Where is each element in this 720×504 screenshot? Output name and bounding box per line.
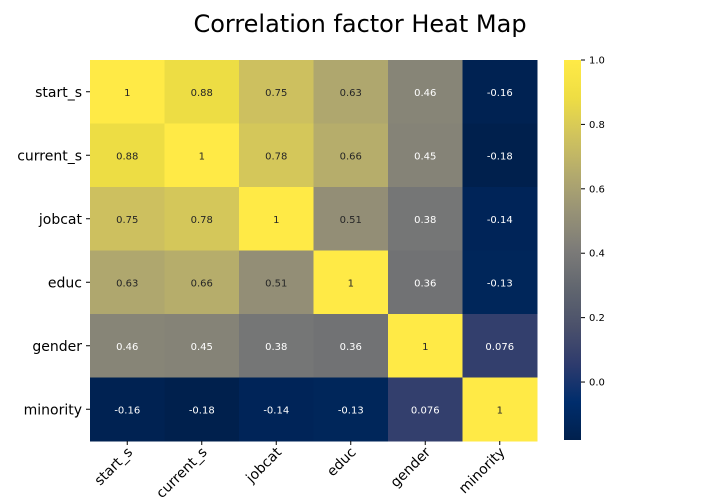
heatmap-cell bbox=[164, 60, 240, 124]
heatmap-cell bbox=[313, 123, 389, 188]
heatmap-cell bbox=[239, 187, 314, 251]
cell-value-label: 0.36 bbox=[414, 278, 436, 289]
x-tick-label: gender bbox=[388, 444, 435, 491]
cell-value-label: 0.38 bbox=[414, 215, 436, 226]
cell-value-label: 1 bbox=[124, 88, 130, 99]
cell-value-label: -0.14 bbox=[263, 405, 289, 416]
heatmap-cell bbox=[90, 60, 165, 124]
heatmap-cell bbox=[388, 187, 463, 251]
heatmap-cell bbox=[313, 377, 389, 442]
heatmap-cell bbox=[462, 60, 538, 124]
cell-value-label: 0.51 bbox=[340, 215, 362, 226]
heatmap-cell bbox=[462, 123, 538, 188]
heatmap-cell bbox=[239, 123, 314, 188]
colorbar-tick-label: 0.2 bbox=[589, 313, 605, 324]
heatmap-cell bbox=[164, 250, 240, 315]
cell-value-label: 0.75 bbox=[265, 88, 287, 99]
cell-value-label: 0.076 bbox=[485, 342, 514, 353]
heatmap-cell bbox=[388, 250, 463, 315]
heatmap-cell bbox=[164, 187, 240, 251]
cell-value-label: -0.16 bbox=[114, 405, 140, 416]
cell-value-label: 0.36 bbox=[340, 342, 362, 353]
heatmap-cell bbox=[239, 314, 314, 378]
heatmap-cell bbox=[462, 250, 538, 315]
cell-value-label: 1 bbox=[348, 278, 354, 289]
cell-value-label: 1 bbox=[199, 151, 205, 162]
y-tick-label: jobcat bbox=[38, 212, 83, 228]
heatmap-cell bbox=[313, 60, 389, 124]
y-tick-label: current_s bbox=[17, 148, 82, 164]
cell-value-label: 1 bbox=[273, 215, 279, 226]
heatmap-cell bbox=[313, 250, 389, 315]
heatmap-cell bbox=[90, 314, 165, 378]
y-tick-label: educ bbox=[48, 275, 82, 291]
heatmap-cell bbox=[239, 250, 314, 315]
cell-value-label: 0.45 bbox=[414, 151, 436, 162]
heatmap-cell bbox=[313, 187, 389, 251]
chart-title: Correlation factor Heat Map bbox=[193, 10, 526, 38]
cell-value-label: 0.66 bbox=[340, 151, 362, 162]
x-tick-label: educ bbox=[324, 445, 359, 480]
cell-value-label: 0.78 bbox=[265, 151, 287, 162]
colorbar-tick-label: 0.6 bbox=[589, 184, 605, 195]
x-tick-label: jobcat bbox=[243, 444, 286, 487]
heatmap-cells: 1 0.88 0.75 0.63 0.46 -0.16 0.88 1 0.78 0.66 0.45 -… bbox=[90, 60, 538, 442]
cell-value-label: -0.13 bbox=[487, 278, 513, 289]
x-tick-label: current_s bbox=[153, 445, 210, 502]
cell-value-label: 1 bbox=[497, 405, 503, 416]
cell-value-label: 0.51 bbox=[265, 278, 287, 289]
cell-value-label: 0.38 bbox=[265, 342, 287, 353]
x-tick-label: minority bbox=[456, 445, 509, 498]
heatmap-cell bbox=[239, 60, 314, 124]
heatmap-cell bbox=[388, 123, 463, 188]
colorbar-tick-label: 1.0 bbox=[589, 56, 605, 67]
colorbar-tick-label: 0.4 bbox=[589, 249, 605, 260]
cell-value-label: 0.66 bbox=[191, 278, 213, 289]
y-tick-label: start_s bbox=[35, 85, 82, 101]
cell-value-label: -0.14 bbox=[487, 215, 513, 226]
colorbar-gradient bbox=[564, 60, 581, 440]
heatmap-cell bbox=[462, 314, 538, 378]
heatmap-cell bbox=[90, 377, 165, 442]
heatmap-cell bbox=[462, 377, 538, 442]
heatmap-cell bbox=[164, 377, 240, 442]
cell-value-label: 0.88 bbox=[116, 151, 138, 162]
cell-value-label: 0.63 bbox=[340, 88, 362, 99]
cell-value-label: 0.45 bbox=[191, 342, 213, 353]
heatmap-cell bbox=[239, 377, 314, 442]
cell-value-label: 0.88 bbox=[191, 88, 213, 99]
x-tick-labels: start_s current_s jobcat educ gender minority bbox=[92, 441, 509, 502]
cell-value-label: 1 bbox=[422, 342, 428, 353]
cell-value-label: -0.18 bbox=[487, 151, 513, 162]
y-tick-label: gender bbox=[32, 339, 82, 355]
heatmap-cell bbox=[90, 123, 165, 188]
heatmap-cell bbox=[164, 123, 240, 188]
cell-value-label: 0.076 bbox=[411, 405, 440, 416]
cell-value-label: 0.46 bbox=[116, 342, 138, 353]
heatmap-cell bbox=[462, 187, 538, 251]
colorbar-tick-label: 0.0 bbox=[589, 378, 605, 389]
colorbar-tick-label: 0.8 bbox=[589, 120, 605, 131]
y-tick-label: minority bbox=[24, 402, 82, 418]
cell-value-label: 0.63 bbox=[116, 278, 138, 289]
colorbar: 0.0 0.2 0.4 0.6 0.8 1.0 bbox=[564, 56, 605, 440]
heatmap-cell bbox=[388, 314, 463, 378]
heatmap-cell bbox=[90, 187, 165, 251]
cell-value-label: 0.46 bbox=[414, 88, 436, 99]
cell-value-label: -0.18 bbox=[189, 405, 215, 416]
x-tick-label: start_s bbox=[92, 445, 136, 489]
cell-value-label: 0.78 bbox=[191, 215, 213, 226]
heatmap-cell bbox=[164, 314, 240, 378]
cell-value-label: 0.75 bbox=[116, 215, 138, 226]
heatmap-cell bbox=[388, 377, 463, 442]
cell-value-label: -0.13 bbox=[338, 405, 364, 416]
heatmap-cell bbox=[388, 60, 463, 124]
cell-value-label: -0.16 bbox=[487, 88, 513, 99]
heatmap-cell bbox=[90, 250, 165, 315]
heatmap-cell bbox=[313, 314, 389, 378]
